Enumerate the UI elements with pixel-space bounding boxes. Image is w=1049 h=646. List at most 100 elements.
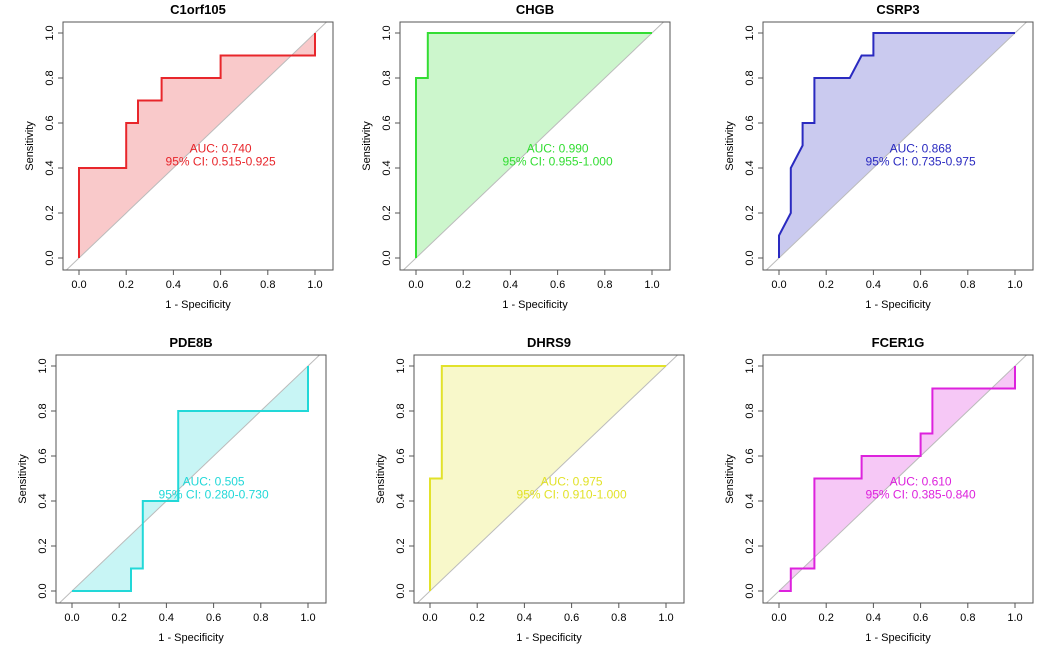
x-tick-label: 1.0 xyxy=(300,612,315,624)
panel-title: C1orf105 xyxy=(170,2,226,17)
y-tick-label: 0.4 xyxy=(44,160,56,175)
x-tick-label: 0.8 xyxy=(260,279,275,291)
y-tick-label: 1.0 xyxy=(44,25,56,40)
panel-title: CHGB xyxy=(516,2,554,17)
x-tick-label: 0.0 xyxy=(64,612,79,624)
y-tick-label: 0.0 xyxy=(744,583,756,598)
x-tick-label: 0.4 xyxy=(866,612,881,624)
y-tick-label: 0.2 xyxy=(381,205,393,220)
y-tick-label: 0.8 xyxy=(37,403,49,418)
plot-frame xyxy=(55,354,327,604)
panel-title: PDE8B xyxy=(169,335,212,350)
x-tick-label: 0.4 xyxy=(517,612,532,624)
x-tick-label: 0.8 xyxy=(597,279,612,291)
x-tick-label: 0.0 xyxy=(408,279,423,291)
roc-curve xyxy=(72,366,309,592)
auc-label: AUC: 0.610 xyxy=(890,474,952,488)
y-tick-label: 0.6 xyxy=(744,448,756,463)
roc-panel-chgb: CHGB 0.0 0.0 0.2 0.2 0.4 0.4 0.6 0.6 0.8 0.8 1.0 1.0… xyxy=(361,2,671,311)
auc-label: AUC: 0.990 xyxy=(527,141,589,155)
x-tick-label: 0.0 xyxy=(771,612,786,624)
y-tick-label: 0.8 xyxy=(744,403,756,418)
diagonal-reference-line xyxy=(402,22,665,270)
x-tick-label: 0.0 xyxy=(71,279,86,291)
roc-curve xyxy=(415,32,652,258)
y-tick-label: 1.0 xyxy=(395,358,407,373)
x-axis-label: 1 - Specificity xyxy=(865,299,931,311)
x-tick-label: 0.2 xyxy=(456,279,471,291)
auc-label: AUC: 0.740 xyxy=(190,141,252,155)
y-axis-label: Sensitivity xyxy=(17,454,29,504)
panel-title: DHRS9 xyxy=(527,335,571,350)
y-tick-label: 0.4 xyxy=(744,493,756,508)
ci-label: 95% CI: 0.955-1.000 xyxy=(503,154,613,168)
x-tick-label: 1.0 xyxy=(307,279,322,291)
x-tick-label: 0.8 xyxy=(253,612,268,624)
x-tick-label: 0.6 xyxy=(913,612,928,624)
y-tick-label: 0.2 xyxy=(37,538,49,553)
x-axis-label: 1 - Specificity xyxy=(865,632,931,644)
y-tick-label: 1.0 xyxy=(37,358,49,373)
y-tick-label: 0.6 xyxy=(37,448,49,463)
ci-label: 95% CI: 0.910-1.000 xyxy=(517,487,627,501)
x-axis-label: 1 - Specificity xyxy=(516,632,582,644)
roc-panel-fcer1g: FCER1G 0.0 0.0 0.2 0.2 0.4 0.4 0.6 0.6 0.8 0.8 1.0 1… xyxy=(724,335,1034,644)
x-tick-label: 0.4 xyxy=(166,279,181,291)
x-axis-label: 1 - Specificity xyxy=(502,299,568,311)
y-tick-label: 0.0 xyxy=(395,583,407,598)
diagonal-reference-line xyxy=(58,355,321,603)
auc-label: AUC: 0.975 xyxy=(541,474,603,488)
x-axis-label: 1 - Specificity xyxy=(158,632,224,644)
x-tick-label: 0.4 xyxy=(159,612,174,624)
y-tick-label: 0.0 xyxy=(37,583,49,598)
y-tick-label: 0.8 xyxy=(395,403,407,418)
x-tick-label: 0.2 xyxy=(112,612,127,624)
roc-curve xyxy=(429,365,666,591)
roc-curve xyxy=(778,32,1015,258)
panel-title: FCER1G xyxy=(872,335,925,350)
y-tick-label: 0.8 xyxy=(744,70,756,85)
x-tick-label: 0.6 xyxy=(564,612,579,624)
auc-label: AUC: 0.868 xyxy=(890,141,952,155)
plot-frame xyxy=(62,21,334,271)
y-tick-label: 0.0 xyxy=(381,250,393,265)
x-tick-label: 0.6 xyxy=(206,612,221,624)
ci-label: 95% CI: 0.515-0.925 xyxy=(166,154,276,168)
y-tick-label: 0.8 xyxy=(44,70,56,85)
ci-label: 95% CI: 0.735-0.975 xyxy=(866,154,976,168)
y-tick-label: 0.4 xyxy=(395,493,407,508)
roc-curve xyxy=(779,366,1016,592)
y-tick-label: 0.4 xyxy=(37,493,49,508)
y-tick-label: 0.6 xyxy=(744,115,756,130)
diagonal-reference-line xyxy=(765,22,1028,270)
roc-panel-c1orf105: C1orf105 0.0 0.0 0.2 0.2 0.4 0.4 0.6 0.6 0.8 0.8 1.… xyxy=(24,2,334,311)
x-tick-label: 0.0 xyxy=(771,279,786,291)
y-tick-label: 0.2 xyxy=(44,205,56,220)
roc-curve xyxy=(78,33,316,258)
y-tick-label: 0.4 xyxy=(744,160,756,175)
y-axis-label: Sensitivity xyxy=(724,454,736,504)
plot-frame xyxy=(762,21,1034,271)
y-axis-label: Sensitivity xyxy=(375,454,387,504)
auc-label: AUC: 0.505 xyxy=(183,474,245,488)
diagonal-reference-line xyxy=(65,22,328,270)
y-axis-label: Sensitivity xyxy=(724,121,736,171)
x-tick-label: 0.6 xyxy=(550,279,565,291)
x-tick-label: 0.2 xyxy=(819,279,834,291)
x-tick-label: 0.2 xyxy=(119,279,134,291)
x-tick-label: 0.4 xyxy=(503,279,518,291)
plot-frame xyxy=(413,354,685,604)
diagonal-reference-line xyxy=(765,355,1028,603)
y-tick-label: 0.0 xyxy=(744,250,756,265)
roc-panel-csrp3: CSRP3 0.0 0.0 0.2 0.2 0.4 0.4 0.6 0.6 0.8 0.8 1.0 1.… xyxy=(724,2,1034,311)
y-tick-label: 0.2 xyxy=(744,205,756,220)
x-tick-label: 0.6 xyxy=(913,279,928,291)
y-tick-label: 0.2 xyxy=(395,538,407,553)
panel-title: CSRP3 xyxy=(876,2,919,17)
ci-label: 95% CI: 0.385-0.840 xyxy=(866,487,976,501)
x-tick-label: 0.8 xyxy=(611,612,626,624)
y-tick-label: 0.6 xyxy=(395,448,407,463)
x-tick-label: 0.4 xyxy=(866,279,881,291)
y-tick-label: 1.0 xyxy=(381,25,393,40)
